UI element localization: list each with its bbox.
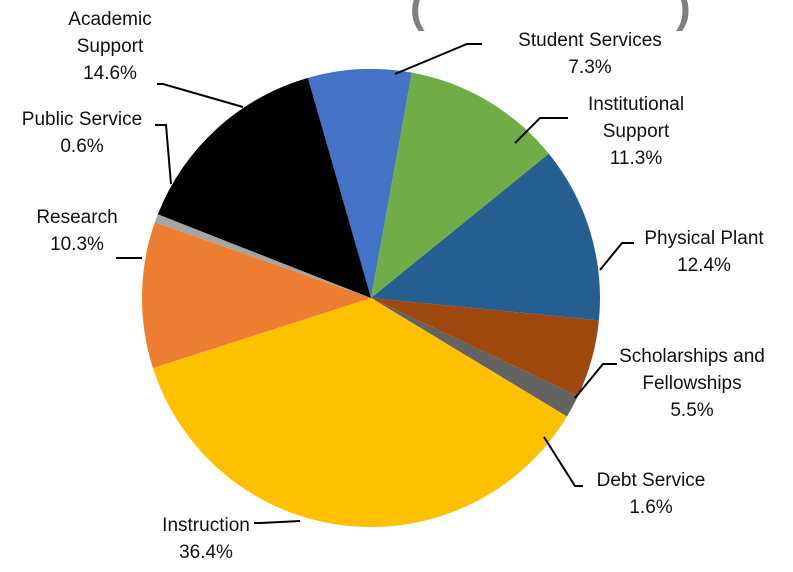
pie-slice-institutional-support — [371, 72, 549, 299]
leader-line-public-service — [155, 124, 172, 185]
slice-label-research: Research — [36, 207, 117, 228]
slice-labels: Student Services 7.3% Institutional Support… — [22, 9, 765, 563]
slice-label-physical-plant: Physical Plant — [644, 228, 764, 249]
slice-label-instruction: Instruction — [162, 515, 250, 536]
pie-slice-instruction — [152, 298, 567, 527]
slice-label-line: Support — [603, 121, 670, 142]
pie-slice-research — [141, 222, 371, 368]
slice-value-scholarships-and-fellowships: 5.5% — [670, 400, 713, 421]
leader-line-instruction — [254, 520, 301, 524]
leader-line-institutional-support — [514, 117, 568, 144]
slice-label-line: Student Services — [518, 30, 662, 51]
slice-label-line: Institutional — [588, 94, 684, 115]
title-fragment-left-paren: ( — [410, 0, 425, 32]
slice-value-academic-support: 14.6% — [83, 63, 137, 84]
slice-label-debt-service: Debt Service — [597, 470, 706, 491]
slice-value-student-services: 7.3% — [568, 57, 611, 78]
slice-label-student-services: Student Services — [518, 30, 662, 51]
slice-label-academic-support: Academic Support — [68, 9, 151, 57]
leader-line-student-services — [394, 43, 482, 75]
slice-value-physical-plant: 12.4% — [677, 255, 731, 276]
leader-line-academic-support — [157, 83, 244, 108]
slice-value-institutional-support: 11.3% — [610, 148, 663, 169]
slice-label-line: Fellowships — [642, 373, 741, 394]
slice-value-instruction: 36.4% — [179, 542, 233, 563]
pie-slice-physical-plant — [371, 153, 601, 321]
pie-slices — [141, 69, 601, 527]
slice-label-line: Support — [77, 36, 144, 57]
slice-label-line: Academic — [68, 9, 151, 30]
title-fragment-right-paren: ) — [676, 0, 691, 32]
pie-slice-public-service — [154, 214, 371, 298]
leader-line-scholarships-and-fellowships — [574, 363, 617, 399]
slice-label-scholarships-and-fellowships: Scholarships and Fellowships — [619, 346, 765, 394]
pie-slice-student-services — [307, 69, 412, 299]
slice-label-line: Scholarships and — [619, 346, 765, 367]
slice-label-line: Instruction — [162, 515, 250, 536]
slice-label-line: Public Service — [22, 109, 142, 130]
slice-label-institutional-support: Institutional Support — [588, 94, 684, 142]
pie-slice-scholarships-and-fellowships — [371, 298, 599, 397]
slice-label-line: Research — [36, 207, 117, 228]
leader-line-debt-service — [543, 436, 583, 487]
pie-slice-academic-support — [157, 77, 371, 299]
slice-value-debt-service: 1.6% — [629, 497, 672, 518]
slice-label-public-service: Public Service — [22, 109, 142, 130]
slice-label-line: Debt Service — [597, 470, 706, 491]
leader-lines — [116, 43, 634, 524]
title-fragment: ( ) — [410, 0, 691, 32]
pie-slice-debt-service — [371, 298, 578, 417]
leader-line-physical-plant — [599, 242, 634, 271]
slice-label-line: Physical Plant — [644, 228, 764, 249]
slice-value-research: 10.3% — [50, 234, 104, 255]
slice-value-public-service: 0.6% — [60, 136, 103, 157]
